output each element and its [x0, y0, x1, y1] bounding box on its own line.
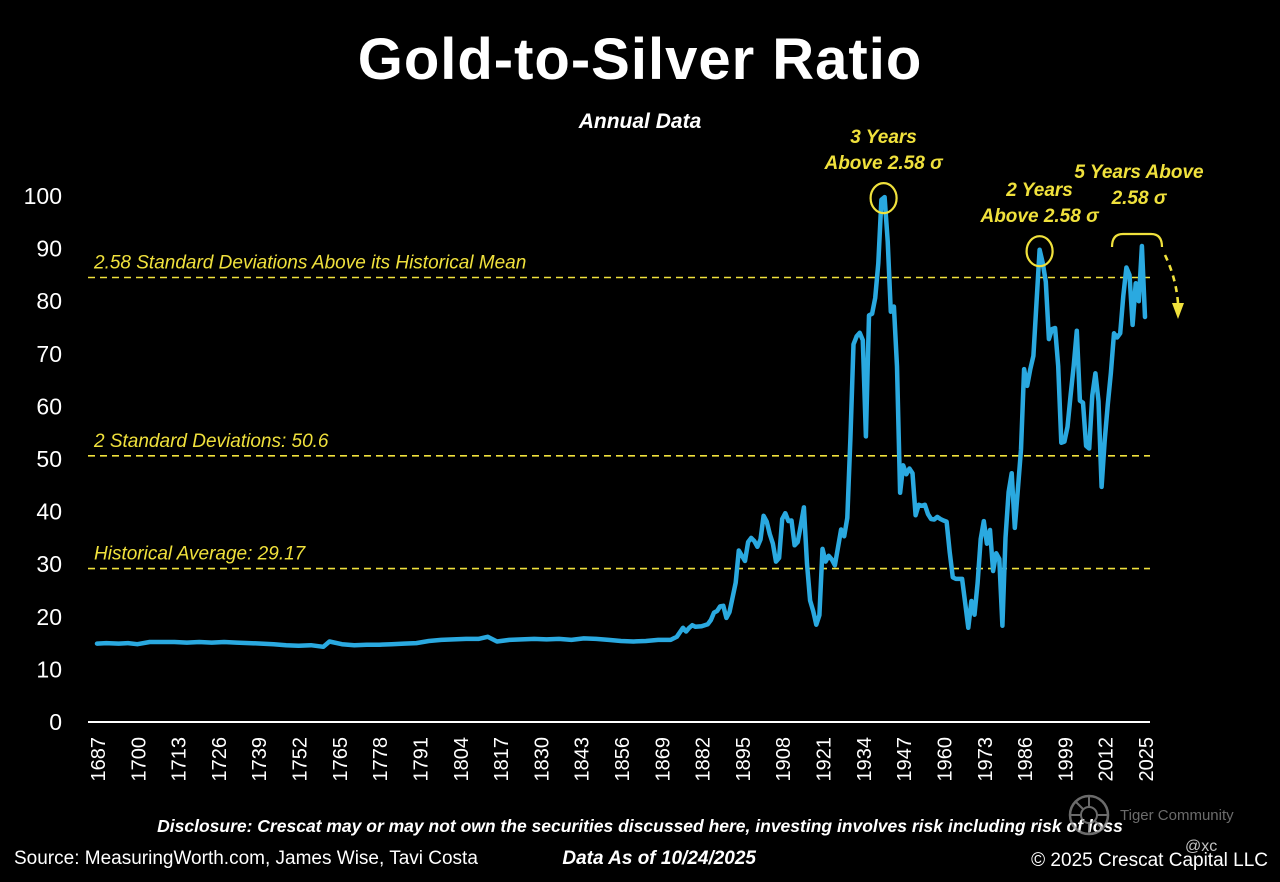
disclosure-text: Disclosure: Crescat may or may not own t… — [157, 816, 1123, 836]
svg-text:1947: 1947 — [894, 737, 916, 782]
svg-text:60: 60 — [36, 393, 62, 419]
svg-text:30: 30 — [36, 551, 62, 577]
svg-text:1752: 1752 — [290, 737, 312, 782]
svg-text:5 Years Above: 5 Years Above — [1074, 162, 1204, 183]
svg-text:Above 2.58 σ: Above 2.58 σ — [823, 153, 944, 174]
svg-text:100: 100 — [24, 183, 62, 209]
svg-text:1700: 1700 — [128, 737, 150, 782]
watermark: Tiger Community — [1066, 792, 1234, 838]
chart-subtitle: Annual Data — [578, 110, 702, 133]
svg-text:2025: 2025 — [1136, 737, 1158, 782]
svg-text:1830: 1830 — [531, 737, 553, 782]
svg-text:1804: 1804 — [451, 737, 473, 782]
svg-text:2 Standard Deviations: 50.6: 2 Standard Deviations: 50.6 — [93, 431, 329, 452]
svg-text:1791: 1791 — [411, 737, 433, 782]
svg-text:1778: 1778 — [370, 737, 392, 782]
copyright-text: © 2025 Crescat Capital LLC — [1031, 850, 1268, 871]
svg-text:1895: 1895 — [733, 737, 755, 782]
svg-text:1869: 1869 — [652, 737, 674, 782]
svg-text:1882: 1882 — [693, 737, 715, 782]
watermark-brand: Tiger Community — [1120, 806, 1234, 824]
svg-text:1921: 1921 — [814, 737, 836, 782]
svg-text:1856: 1856 — [612, 737, 634, 782]
svg-text:3 Years: 3 Years — [850, 127, 917, 148]
tiger-community-logo-icon — [1068, 794, 1110, 836]
svg-text:2.58 Standard Deviations Above: 2.58 Standard Deviations Above its Histo… — [93, 253, 526, 274]
svg-text:40: 40 — [36, 499, 62, 525]
svg-text:1726: 1726 — [209, 737, 231, 782]
svg-text:0: 0 — [49, 709, 62, 735]
svg-text:1999: 1999 — [1055, 737, 1077, 782]
footer-bar: Source: MeasuringWorth.com, James Wise, … — [0, 846, 1280, 876]
data-as-of-text: Data As of 10/24/2025 — [562, 848, 757, 869]
svg-text:1843: 1843 — [572, 737, 594, 782]
svg-text:10: 10 — [36, 656, 62, 682]
svg-text:1973: 1973 — [975, 737, 997, 782]
svg-text:1687: 1687 — [88, 737, 110, 782]
svg-text:1908: 1908 — [773, 737, 795, 782]
svg-text:90: 90 — [36, 236, 62, 262]
svg-text:2012: 2012 — [1096, 737, 1118, 782]
svg-text:50: 50 — [36, 446, 62, 472]
page-title: Gold-to-Silver Ratio — [357, 27, 923, 92]
svg-text:1934: 1934 — [854, 737, 876, 782]
watermark-handle: @xc — [1185, 838, 1218, 855]
svg-text:70: 70 — [36, 341, 62, 367]
svg-text:Historical Average: 29.17: Historical Average: 29.17 — [94, 544, 307, 565]
svg-text:1960: 1960 — [935, 737, 957, 782]
source-text: Source: MeasuringWorth.com, James Wise, … — [14, 848, 478, 869]
svg-text:Above 2.58 σ: Above 2.58 σ — [979, 206, 1100, 227]
svg-text:20: 20 — [36, 604, 62, 630]
svg-text:1765: 1765 — [330, 737, 352, 782]
svg-text:1739: 1739 — [249, 737, 271, 782]
svg-text:2.58 σ: 2.58 σ — [1111, 188, 1168, 209]
svg-text:80: 80 — [36, 288, 62, 314]
svg-text:1713: 1713 — [169, 737, 191, 782]
svg-text:1986: 1986 — [1015, 737, 1037, 782]
svg-text:2 Years: 2 Years — [1005, 180, 1073, 201]
svg-text:1817: 1817 — [491, 737, 513, 782]
